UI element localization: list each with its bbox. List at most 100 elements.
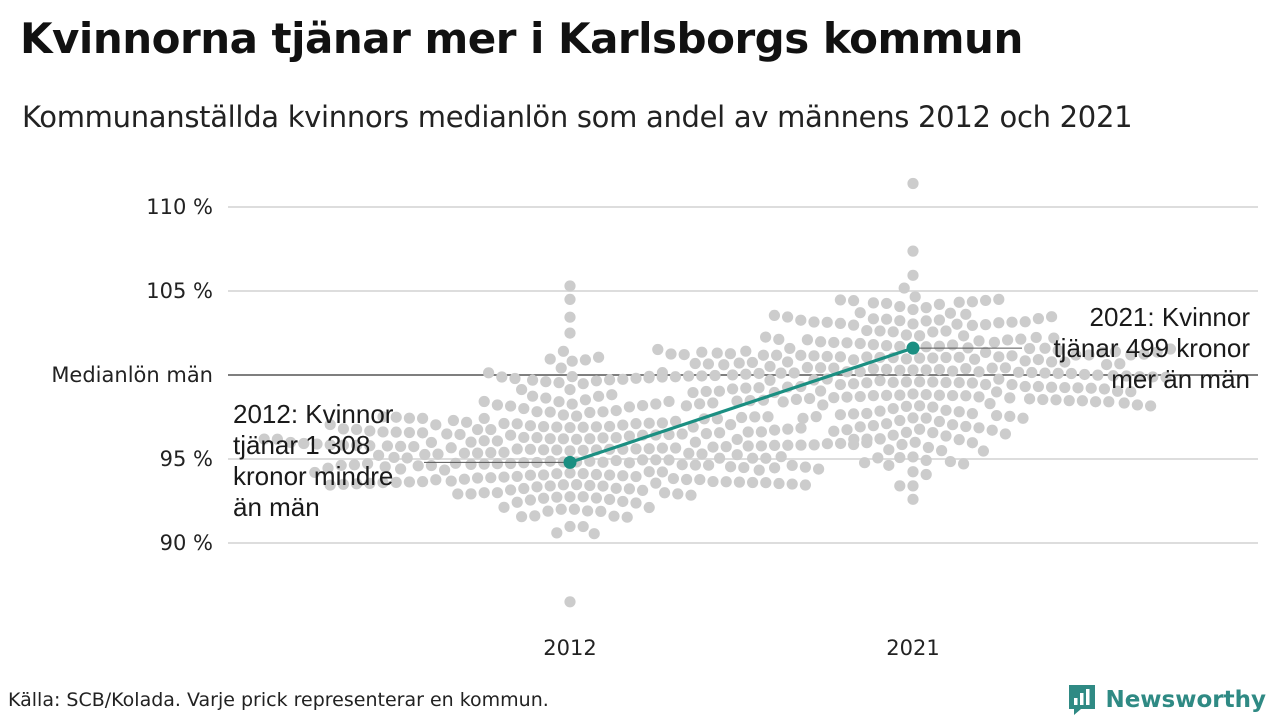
municipality-dot — [894, 389, 906, 401]
municipality-dot — [782, 423, 794, 435]
municipality-dot — [604, 374, 616, 386]
municipality-dot — [986, 424, 998, 436]
municipality-dot — [896, 438, 908, 451]
municipality-dot — [1092, 369, 1104, 381]
municipality-dot — [676, 459, 688, 471]
municipality-dot — [1059, 356, 1071, 368]
municipality-dot — [867, 420, 880, 432]
municipality-dot — [980, 378, 992, 391]
municipality-dot — [1017, 412, 1029, 424]
municipality-dot — [867, 297, 880, 309]
municipality-dot — [351, 478, 363, 490]
municipality-dot — [933, 389, 946, 401]
municipality-dot — [564, 280, 576, 292]
municipality-dot — [577, 520, 589, 533]
municipality-dot — [1013, 366, 1025, 378]
municipality-dot — [881, 363, 893, 375]
municipality-dot — [643, 501, 655, 514]
municipality-dot — [445, 475, 457, 487]
municipality-dot — [907, 451, 919, 463]
municipality-dot — [564, 421, 576, 434]
municipality-dot — [553, 396, 565, 408]
municipality-dot — [927, 326, 939, 338]
municipality-dot — [1125, 349, 1137, 361]
municipality-dot — [390, 426, 402, 438]
municipality-dot — [894, 340, 906, 353]
municipality-dot — [854, 390, 866, 403]
municipality-dot — [419, 448, 431, 461]
municipality-dot — [874, 325, 886, 337]
municipality-dot — [817, 399, 829, 411]
municipality-dot — [786, 478, 798, 490]
municipality-dot — [478, 435, 490, 447]
municipality-dot — [509, 372, 521, 385]
municipality-dot — [731, 433, 743, 446]
municipality-dot — [848, 378, 860, 390]
municipality-dot — [993, 293, 1005, 305]
municipality-dot — [1063, 395, 1075, 407]
municipality-dot — [685, 489, 697, 501]
municipality-dot — [425, 459, 437, 472]
municipality-dot — [834, 378, 847, 391]
municipality-dot — [755, 440, 768, 452]
municipality-dot — [907, 364, 919, 376]
municipality-dot — [564, 383, 576, 396]
municipality-dot — [577, 444, 589, 456]
municipality-dot — [1006, 316, 1018, 328]
municipality-dot — [643, 443, 655, 455]
source-note: Källa: SCB/Kolada. Varje prick represent… — [8, 689, 549, 711]
municipality-dot — [577, 468, 589, 480]
municipality-dot — [450, 457, 462, 469]
municipality-dot — [769, 462, 781, 474]
municipality-dot — [498, 501, 510, 513]
municipality-dot — [538, 469, 550, 481]
municipality-dot — [790, 393, 803, 405]
municipality-dot — [861, 324, 873, 337]
municipality-dot — [595, 505, 607, 517]
municipality-dot — [813, 463, 825, 475]
municipality-dot — [755, 426, 768, 438]
municipality-dot — [564, 520, 576, 533]
municipality-dot — [511, 443, 523, 455]
municipality-dot — [1076, 395, 1088, 407]
municipality-dot — [324, 439, 336, 451]
municipality-dot — [909, 291, 921, 303]
municipality-dot — [894, 451, 906, 464]
municipality-dot — [801, 361, 814, 374]
municipality-dot — [491, 487, 503, 499]
municipality-dot — [551, 421, 563, 433]
municipality-dot — [694, 398, 706, 410]
municipality-dot — [777, 396, 789, 408]
municipality-dot — [1109, 346, 1121, 358]
municipality-dot — [848, 319, 860, 331]
municipality-dot — [1107, 370, 1119, 382]
municipality-dot — [412, 460, 424, 472]
municipality-dot — [947, 419, 959, 431]
municipality-dot — [566, 355, 578, 367]
municipality-dot — [1004, 410, 1016, 422]
municipality-dot — [518, 402, 530, 415]
municipality-dot — [760, 331, 772, 343]
municipality-dot — [298, 437, 310, 450]
municipality-dot — [527, 390, 539, 402]
municipality-dot — [1125, 386, 1137, 398]
municipality-dot — [834, 294, 847, 306]
municipality-dot — [907, 493, 919, 505]
municipality-dot — [663, 395, 675, 408]
municipality-dot — [920, 315, 932, 327]
municipality-dot — [577, 378, 589, 390]
municipality-dot — [894, 315, 906, 327]
municipality-dot — [597, 480, 609, 492]
municipality-dot — [637, 454, 649, 466]
municipality-dot — [894, 480, 906, 492]
newsworthy-logo: Newsworthy — [1067, 682, 1266, 718]
municipality-dot — [687, 421, 699, 433]
municipality-dot — [364, 425, 376, 437]
municipality-dot — [590, 421, 603, 433]
karlsborg-point-2021 — [906, 341, 920, 355]
municipality-dot — [828, 336, 840, 349]
municipality-dot — [1032, 313, 1044, 325]
municipality-dot — [1024, 393, 1036, 405]
municipality-dot — [757, 349, 770, 361]
municipality-dot — [980, 319, 992, 331]
